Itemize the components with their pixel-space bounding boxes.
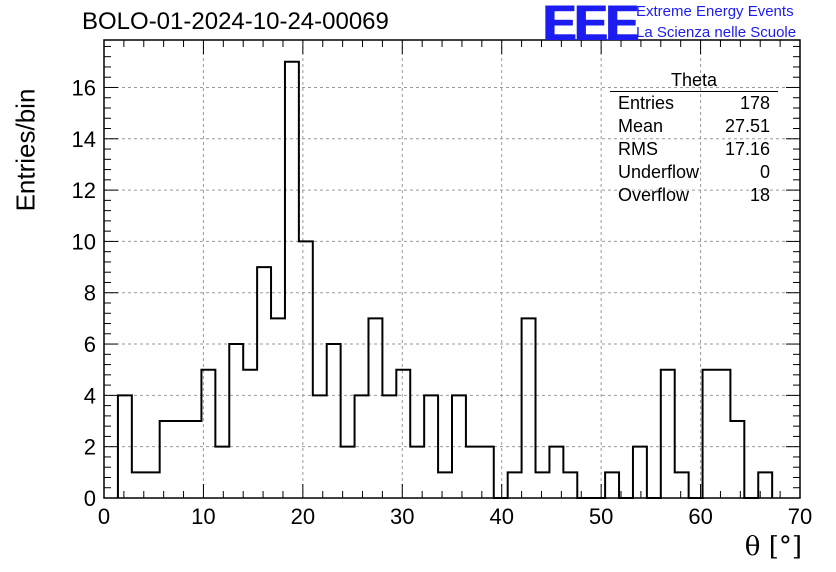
tick-labels: 0 10 20 30 40 50 60 70 0 2 4 6 8 10 12 14 16 [72, 75, 813, 529]
stats-row-underflow: Underflow 0 [610, 161, 778, 184]
x-tick-label: 0 [98, 504, 110, 529]
stats-label: RMS [618, 139, 658, 159]
y-tick-label: 14 [72, 127, 96, 152]
histogram-bin [285, 62, 299, 498]
x-tick-label: 40 [489, 504, 513, 529]
x-tick-label: 10 [191, 504, 215, 529]
histogram-series [116, 60, 774, 499]
histogram-bin [243, 370, 257, 498]
histogram-bin [160, 421, 174, 498]
y-tick-label: 16 [72, 75, 96, 100]
plot-title: BOLO-01-2024-10-24-00069 [82, 8, 389, 35]
histogram-bin [368, 318, 382, 498]
histogram-outline [116, 60, 774, 499]
x-tick-label: 60 [688, 504, 712, 529]
y-axis-label: Entries/bin [10, 88, 41, 212]
x-tick-label: 20 [291, 504, 315, 529]
y-tick-label: 12 [72, 178, 96, 203]
stats-label: Overflow [618, 185, 690, 205]
histogram-bin [703, 370, 717, 498]
y-tick-label: 4 [84, 383, 96, 408]
y-axis-label-wrap: Entries/bin [6, 89, 46, 212]
stats-row-entries: Entries 178 [610, 92, 778, 115]
plot-frame [103, 39, 801, 499]
y-tick-label: 6 [84, 332, 96, 357]
histogram-bin [257, 267, 271, 498]
histogram-bin [716, 370, 730, 498]
histogram-bin [730, 421, 744, 498]
histogram-bin [299, 241, 313, 498]
histogram-bin [661, 370, 675, 498]
stats-label: Underflow [618, 162, 700, 182]
y-tick-label: 0 [84, 486, 96, 511]
y-tick-label: 10 [72, 229, 96, 254]
stats-name: Theta [610, 70, 778, 92]
histogram-bin [424, 395, 438, 498]
histogram-bin [536, 472, 550, 498]
axes [103, 39, 801, 499]
histogram-bin [396, 370, 410, 498]
histogram-bin [633, 447, 647, 498]
stats-row-rms: RMS 17.16 [610, 138, 778, 161]
histogram-bin [675, 472, 689, 498]
stats-label: Mean [618, 116, 664, 136]
stats-value: 178 [739, 93, 770, 113]
histogram-bin [341, 447, 355, 498]
eee-logo: EEE [542, 0, 638, 51]
x-axis-label: θ [°] [744, 532, 802, 562]
y-tick-label: 8 [84, 281, 96, 306]
histogram-bin [522, 318, 536, 498]
stats-value: 0 [759, 162, 770, 182]
histogram-bin [382, 395, 396, 498]
histogram-bin [188, 421, 202, 498]
histogram-bin [438, 472, 452, 498]
stats-box: Theta Entries 178 Mean 27.51 RMS 17.16 Unde… [610, 70, 778, 207]
histogram-bin [229, 344, 243, 498]
histogram-bin [563, 472, 577, 498]
stats-value: 18 [749, 185, 770, 205]
histogram-bin [174, 421, 188, 498]
histogram-bin [118, 395, 132, 498]
x-tick-label: 30 [390, 504, 414, 529]
logo-line-2: La Scienza nelle Scuole [636, 24, 797, 41]
y-tick-label: 2 [84, 435, 96, 460]
stats-label: Entries [618, 93, 675, 113]
logo-line-1: Extreme Energy Events [636, 3, 794, 20]
histogram-bin [508, 472, 522, 498]
histogram-bin [410, 447, 424, 498]
histogram-bin [355, 395, 369, 498]
stats-row-mean: Mean 27.51 [610, 115, 778, 138]
histogram-bin [201, 370, 215, 498]
histogram-bin [452, 395, 466, 498]
histogram-bin [146, 472, 160, 498]
histogram-bin [549, 447, 563, 498]
histogram-bin [327, 344, 341, 498]
histogram-bin [466, 447, 480, 498]
histogram-bin [215, 447, 229, 498]
stats-value: 17.16 [724, 139, 770, 159]
histogram-bin [605, 472, 619, 498]
x-tick-label: 70 [788, 504, 812, 529]
stats-row-overflow: Overflow 18 [610, 184, 778, 207]
histogram-bin [313, 395, 327, 498]
histogram-bin [271, 318, 285, 498]
stats-value: 27.51 [724, 116, 770, 136]
x-tick-label: 50 [589, 504, 613, 529]
histogram-bin [480, 447, 494, 498]
